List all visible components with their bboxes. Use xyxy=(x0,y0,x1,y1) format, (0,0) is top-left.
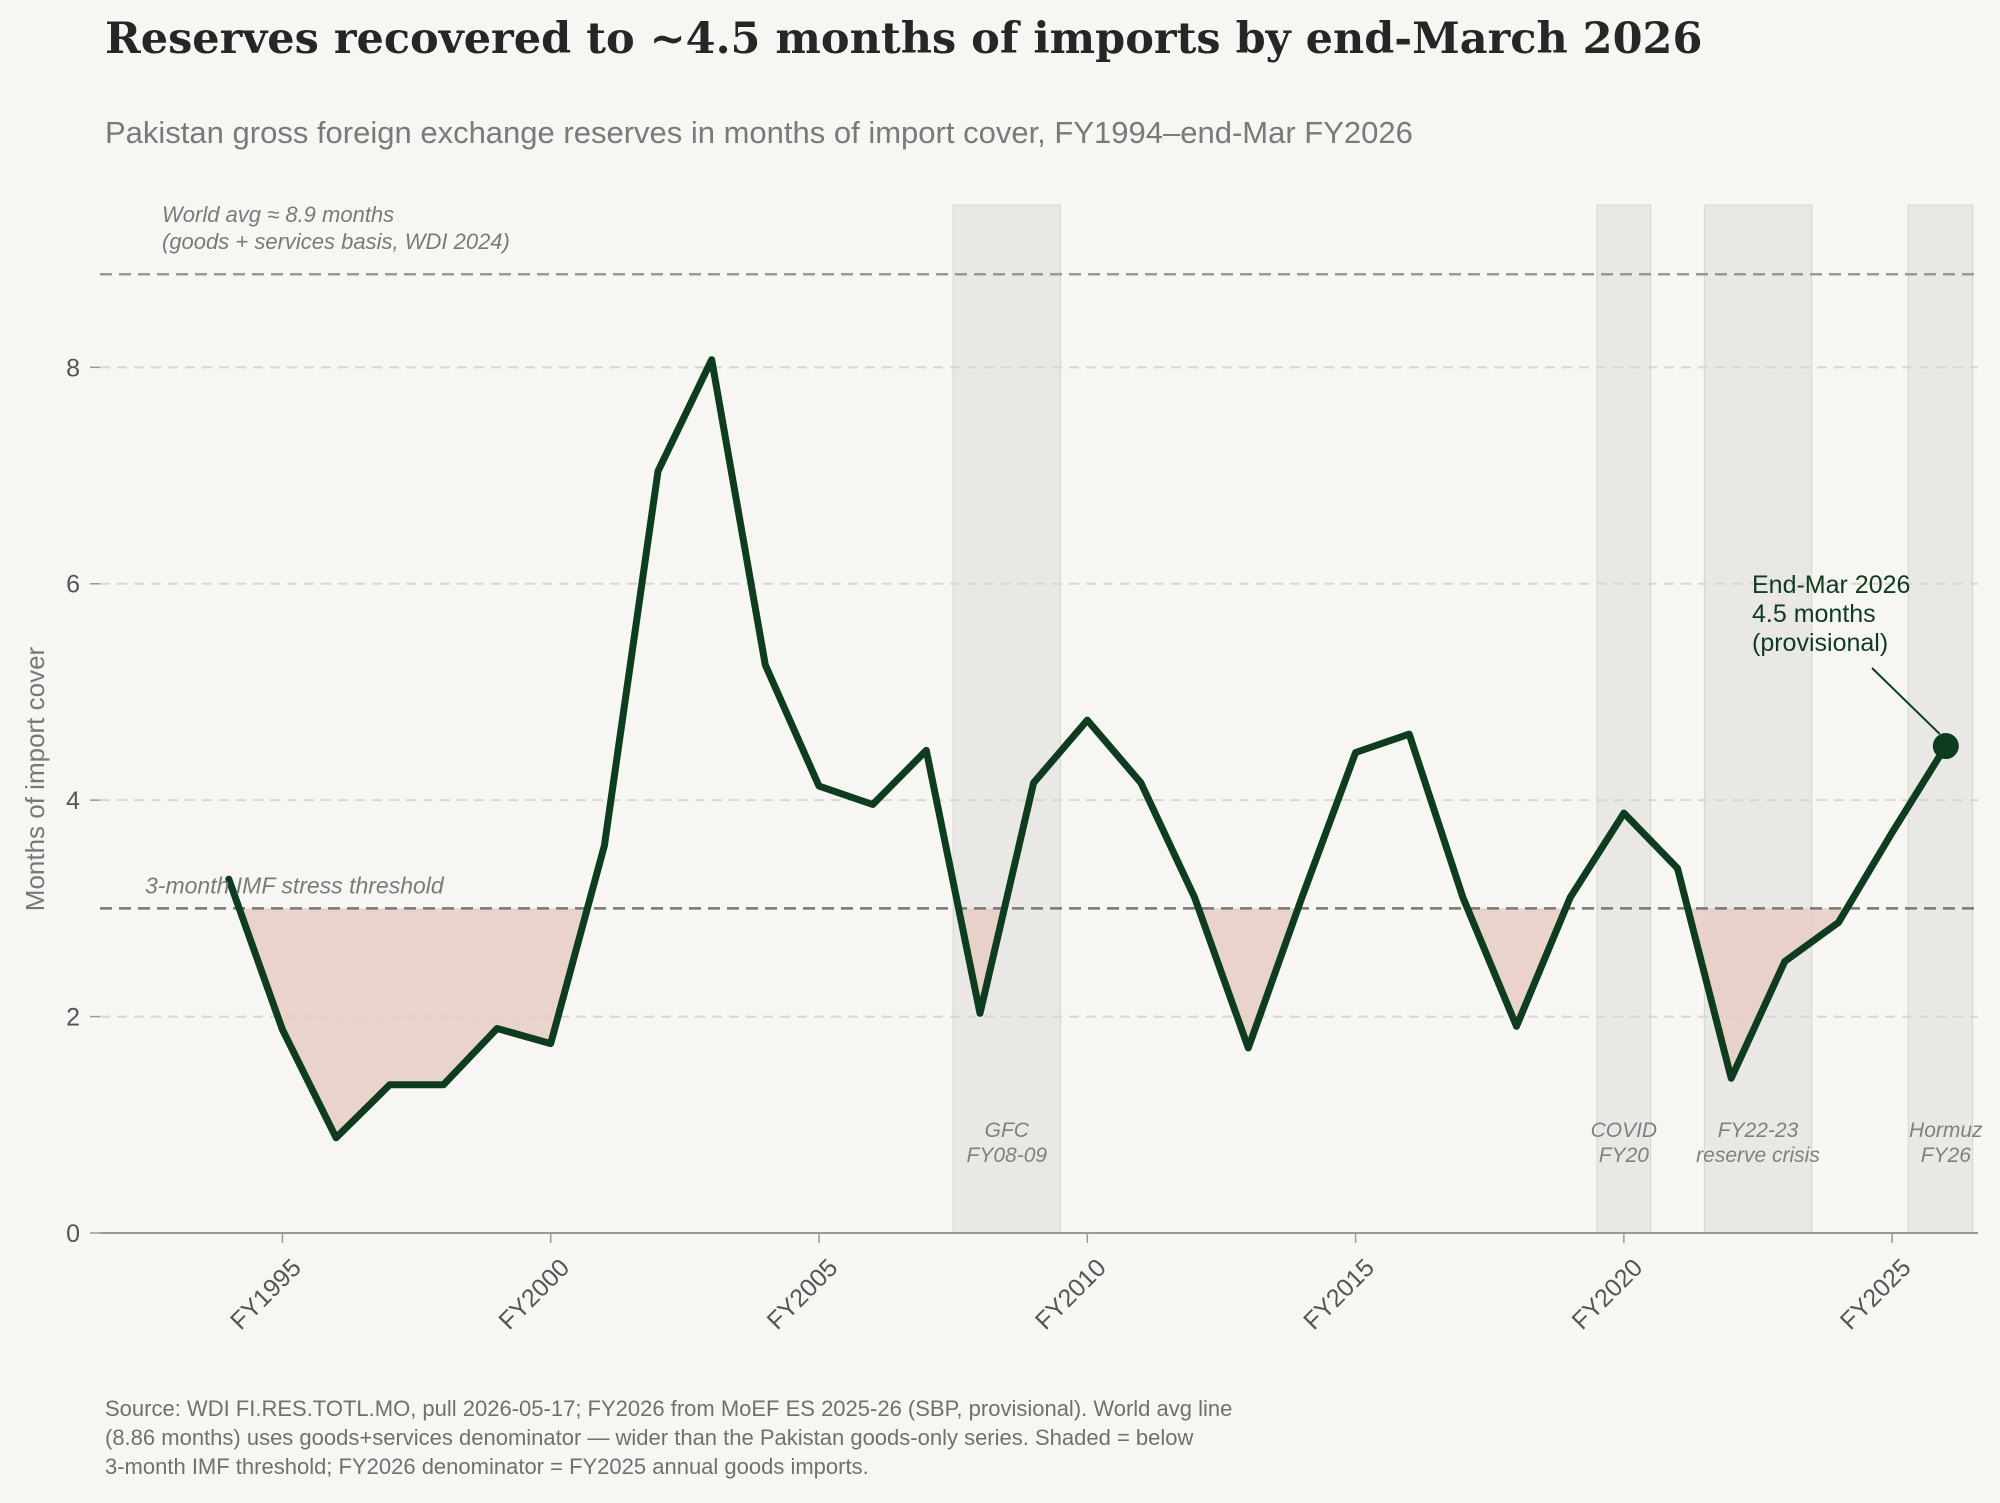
period-label-line: FY26 xyxy=(1921,1144,1972,1167)
below-threshold-fill xyxy=(958,908,1005,1014)
period-label: FY22-23 reserve crisis xyxy=(1696,1119,1820,1167)
x-tick-label: FY1995 xyxy=(225,1254,307,1336)
threshold-label: 3-month IMF stress threshold xyxy=(145,872,445,898)
chart-title: Reserves recovered to ~4.5 months of imp… xyxy=(105,14,1703,64)
shaded-period xyxy=(1703,204,1813,1234)
world-avg-label-line: World avg ≈ 8.9 months xyxy=(162,202,394,227)
world-avg-label: World avg ≈ 8.9 months (goods + services … xyxy=(162,202,510,254)
x-tick-label: FY2005 xyxy=(762,1254,844,1336)
series-line xyxy=(225,356,1950,1142)
y-tick-label: 2 xyxy=(66,1004,80,1032)
annotation-text: End-Mar 2026 4.5 months (provisional) xyxy=(1752,571,1910,657)
period-label-line: GFC xyxy=(985,1119,1030,1142)
shaded-period xyxy=(1596,204,1652,1234)
x-tick-label: FY2025 xyxy=(1835,1254,1917,1336)
latest-point-marker xyxy=(1932,733,1959,760)
chart-subtitle: Pakistan gross foreign exchange reserves… xyxy=(105,115,1413,150)
y-tick-label: 4 xyxy=(66,787,80,815)
source-line: 3-month IMF threshold; FY2026 denominato… xyxy=(105,1454,869,1479)
period-label: Hormuz FY26 xyxy=(1909,1119,1983,1167)
x-tick-label: FY2010 xyxy=(1030,1254,1112,1336)
y-axis-label: Months of import cover xyxy=(20,646,50,911)
shaded-period xyxy=(952,204,1061,1234)
annotation-line: (provisional) xyxy=(1752,629,1888,657)
period-label: GFC FY08-09 xyxy=(967,1119,1048,1167)
annotation-leader xyxy=(1871,667,1941,735)
world-avg-label-line: (goods + services basis, WDI 2024) xyxy=(162,229,510,254)
y-tick-label: 0 xyxy=(66,1220,80,1248)
y-tick-label: 6 xyxy=(66,571,80,599)
period-label-line: FY22-23 xyxy=(1718,1119,1799,1142)
x-tick-label: FY2015 xyxy=(1298,1254,1380,1336)
period-label-line: FY20 xyxy=(1599,1144,1650,1167)
source-line: Source: WDI FI.RES.TOTL.MO, pull 2026-05… xyxy=(105,1396,1233,1421)
period-label-line: FY08-09 xyxy=(967,1144,1048,1167)
annotation-line: 4.5 months xyxy=(1752,600,1876,628)
below-threshold-fill xyxy=(1467,908,1566,1027)
period-label-line: reserve crisis xyxy=(1696,1144,1820,1167)
x-tick-label: FY2000 xyxy=(493,1254,575,1336)
shaded-period xyxy=(1907,204,1974,1234)
annotation-line: End-Mar 2026 xyxy=(1752,571,1910,599)
below-threshold-fill xyxy=(1198,908,1299,1048)
period-label-line: Hormuz xyxy=(1909,1119,1983,1142)
period-label-line: COVID xyxy=(1591,1119,1658,1142)
period-label: COVID FY20 xyxy=(1591,1119,1658,1167)
source-line: (8.86 months) uses goods+services denomi… xyxy=(105,1425,1194,1450)
x-tick-label: FY2020 xyxy=(1567,1254,1649,1336)
source-note: Source: WDI FI.RES.TOTL.MO, pull 2026-05… xyxy=(105,1394,1605,1481)
y-tick-label: 8 xyxy=(66,354,80,382)
below-threshold-fill xyxy=(239,908,588,1138)
